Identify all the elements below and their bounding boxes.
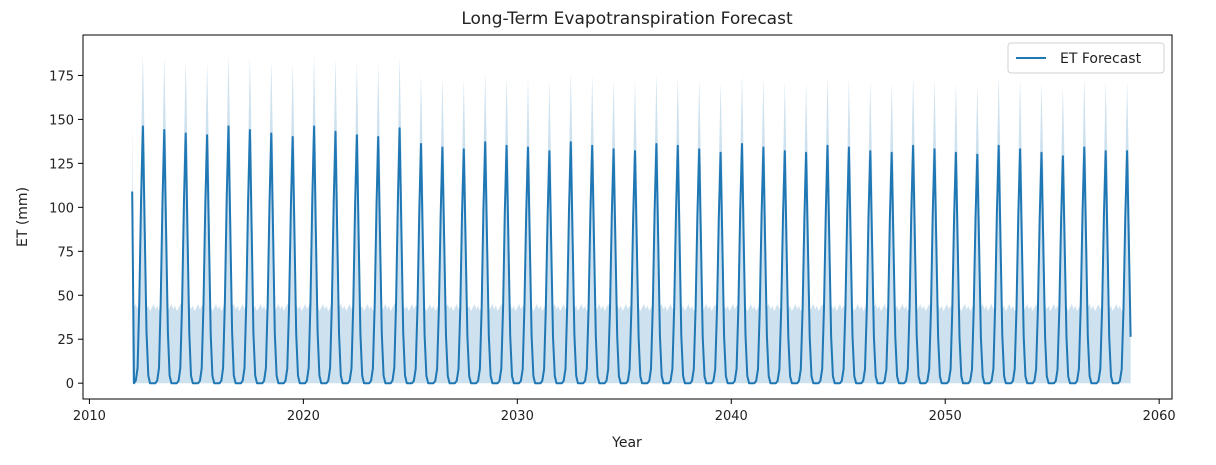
chart-title: Long-Term Evapotranspiration Forecast	[461, 9, 793, 29]
x-axis: 2010 2020 2030 2040 2050 2060	[73, 399, 1176, 424]
legend-box	[1007, 42, 1165, 74]
plot-area	[131, 52, 1132, 385]
legend-label: ET Forecast	[1060, 51, 1142, 67]
y-tick-label: 100	[49, 201, 74, 216]
x-tick-label: 2010	[73, 409, 106, 424]
axes-frame	[82, 34, 1173, 400]
x-tick-label: 2060	[1143, 409, 1176, 424]
y-axis-label: ET (mm)	[15, 187, 31, 247]
y-tick-label: 50	[57, 289, 74, 304]
y-tick-label: 0	[66, 377, 74, 392]
x-axis-label: Year	[611, 435, 642, 451]
y-tick-label: 25	[57, 333, 74, 348]
x-tick-label: 2020	[287, 409, 320, 424]
legend: ET Forecast	[1007, 42, 1165, 74]
y-tick-label: 175	[49, 69, 74, 84]
x-tick-label: 2030	[501, 409, 534, 424]
y-tick-label: 125	[49, 157, 74, 172]
x-tick-label: 2040	[715, 409, 748, 424]
y-tick-label: 75	[57, 245, 74, 260]
series-line-et-forecast	[131, 125, 1132, 385]
y-axis: 0 25 50 75 100 125 150 175	[49, 69, 83, 392]
y-tick-label: 150	[49, 113, 74, 128]
x-tick-label: 2050	[929, 409, 962, 424]
